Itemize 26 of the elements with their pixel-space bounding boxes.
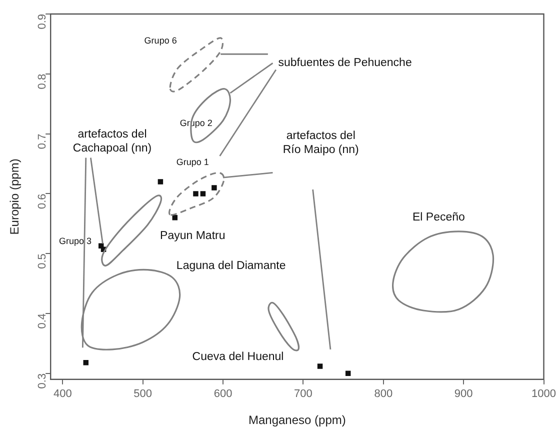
annotation: Grupo 6 — [144, 36, 177, 46]
annotation: subfuentes de Pehuenche — [278, 57, 412, 70]
annotation: Laguna del Diamante — [176, 260, 286, 272]
y-tick-label: 0.4 — [36, 314, 49, 329]
y-tick-label: 0.3 — [36, 373, 49, 389]
annotation: Cueva del Huenul — [192, 350, 284, 363]
y-axis-title: Europio (ppm) — [8, 158, 22, 235]
y-tick-label: 0.8 — [36, 74, 49, 90]
x-axis-title: Manganeso (ppm) — [248, 413, 346, 428]
x-tick-label: 600 — [214, 388, 232, 400]
annotation: Grupo 3 — [58, 236, 92, 246]
y-tick-label: 0.5 — [36, 254, 49, 269]
annotation: El Peceño — [412, 212, 465, 224]
annotation: Grupo 1 — [176, 157, 209, 168]
annotation: artefactos del Río Maipo (nn) — [282, 130, 360, 156]
x-tick-label: 800 — [374, 388, 393, 400]
x-tick-label: 900 — [454, 388, 473, 400]
x-tick-label: 400 — [53, 388, 72, 400]
y-tick-label: 0.7 — [36, 134, 49, 150]
annotation: Payun Matru — [160, 230, 226, 242]
y-tick-label: 0.9 — [36, 14, 49, 30]
annotation: artefactos del Cachapoal (nn) — [72, 128, 152, 155]
x-tick-label: 500 — [134, 388, 152, 400]
x-tick-label: 1000 — [532, 388, 556, 400]
x-tick-label: 700 — [294, 388, 312, 400]
y-tick-label: 0.6 — [36, 194, 49, 209]
